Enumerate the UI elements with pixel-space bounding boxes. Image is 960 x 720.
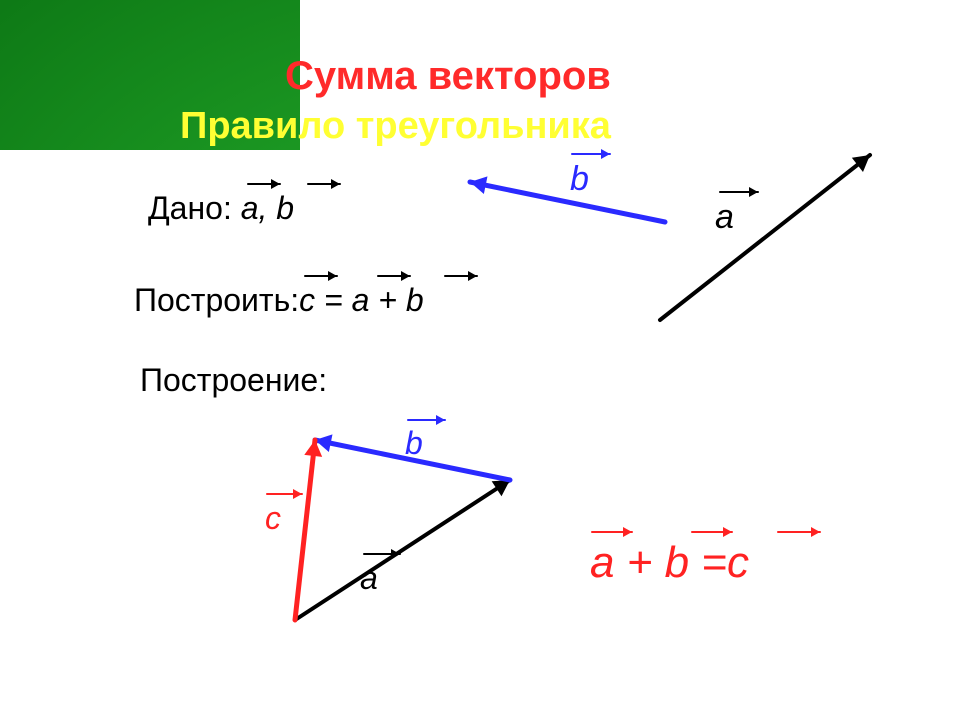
vector-a-top [660, 155, 870, 320]
subtitle: Правило треугольника [180, 105, 611, 148]
vector-overbar [778, 527, 820, 537]
vector-overbar [308, 179, 340, 189]
vector-overbar [572, 149, 610, 159]
given-vars: a, b [232, 190, 294, 226]
vector-overbar [720, 187, 758, 197]
vector-overbar [408, 415, 445, 425]
given-prefix: Дано: [148, 190, 232, 226]
vector-overbar [445, 271, 477, 281]
build-line: Построить:c = a + b [134, 282, 424, 319]
vector-overbar [305, 271, 337, 281]
slide: Сумма векторов Правило треугольника Дано… [0, 0, 960, 720]
vector-overbar [364, 549, 400, 559]
vector-overbar [592, 527, 632, 537]
vector-overbar [692, 527, 732, 537]
vector-overbar [248, 179, 280, 189]
vector-c-triangle [295, 440, 322, 620]
vector-a-triangle [295, 480, 510, 620]
vector-b-label-top: b [570, 160, 589, 199]
vector-a-label-top: a [715, 198, 734, 237]
vector-c-label-triangle: с [265, 500, 281, 537]
vector-b-label-triangle: b [405, 425, 423, 462]
vector-a-label-triangle: a [360, 560, 378, 597]
build-expr: c = a + b [299, 282, 424, 318]
vector-overbar [267, 489, 302, 499]
title: Сумма векторов [285, 54, 611, 99]
vector-b-top [470, 176, 665, 222]
build-prefix: Построить: [134, 282, 299, 318]
equation: a + b =с [590, 538, 749, 588]
vector-overbar [378, 271, 410, 281]
given-line: Дано: a, b [148, 190, 294, 227]
construction-label: Построение: [140, 362, 327, 399]
